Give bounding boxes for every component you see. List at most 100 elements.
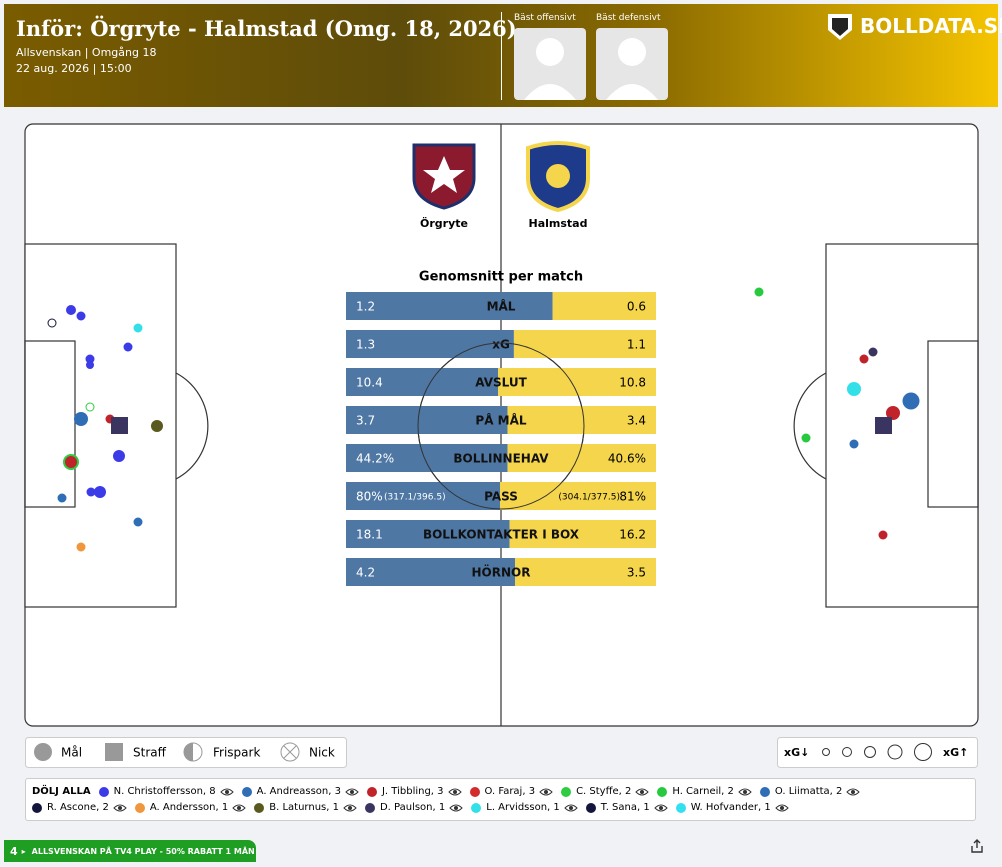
share-icon[interactable] — [969, 838, 985, 854]
stat-label: BOLLKONTAKTER I BOX — [423, 528, 580, 542]
xg-high: xG↑ — [943, 746, 968, 759]
player-color — [134, 802, 145, 813]
player-color — [241, 786, 252, 797]
brand[interactable]: BOLLDATA.SE — [860, 14, 1002, 38]
hide-all[interactable]: DÖLJ ALLA — [32, 786, 91, 797]
eye-icon — [219, 788, 234, 795]
player-name: O. Faraj, 3 — [484, 786, 536, 797]
eye-icon — [447, 788, 462, 795]
player-name: A. Andreasson, 3 — [256, 786, 341, 797]
home-bar — [346, 292, 553, 320]
player-toggle[interactable]: O. Liimatta, 2 — [759, 786, 861, 797]
legend-goal: Mål — [61, 746, 82, 760]
pitch: Örgryte Halmstad Genomsnitt per match 1.… — [0, 110, 1002, 770]
eye-icon — [449, 804, 463, 811]
home-value: 1.2 — [356, 300, 375, 314]
player-toggle[interactable]: O. Faraj, 3 — [469, 786, 554, 797]
stat-label: MÅL — [487, 299, 516, 314]
player-color — [657, 786, 668, 797]
eye-icon — [846, 788, 861, 795]
home-bar — [346, 444, 508, 472]
player-name: R. Ascone, 2 — [47, 802, 109, 813]
stat-label: AVSLUT — [475, 376, 527, 390]
player-color — [471, 802, 482, 813]
legend-header: Nick — [309, 746, 335, 760]
player-name: O. Liimatta, 2 — [774, 786, 843, 797]
eye-icon — [539, 788, 553, 795]
player-toggle[interactable]: W. Hofvander, 1 — [675, 802, 789, 813]
legend-penalty: Straff — [133, 746, 167, 760]
player-name: W. Hofvander, 1 — [690, 802, 771, 813]
eye-icon — [343, 804, 357, 811]
player-toggle[interactable]: C. Styffe, 2 — [561, 786, 650, 797]
player-name: B. Laturnus, 1 — [269, 802, 339, 813]
player-toggle[interactable]: D. Paulson, 1 — [364, 802, 463, 813]
eye-icon — [564, 804, 578, 811]
eye-icon — [738, 788, 752, 795]
away-value: 0.6 — [627, 300, 646, 314]
home-value: 4.2 — [356, 566, 375, 580]
player-color — [675, 802, 686, 813]
player-toggle[interactable]: N. Christoffersson, 8 — [98, 786, 234, 797]
player-color — [561, 786, 572, 797]
home-bar — [346, 406, 508, 434]
title: Inför: Örgryte - Halmstad (Omg. 18, 2026… — [16, 16, 517, 41]
datetime: 22 aug. 2026 | 15:00 — [16, 62, 132, 75]
away-bar — [498, 368, 656, 396]
home-bar — [346, 558, 516, 586]
away-bar — [515, 558, 656, 586]
player-name: T. Sana, 1 — [600, 802, 650, 813]
banner-badge: 4 — [10, 844, 18, 858]
away-value: 3.4 — [627, 414, 646, 428]
player-name: D. Paulson, 1 — [379, 802, 446, 813]
subtitle: Allsvenskan | Omgång 18 — [16, 46, 157, 59]
legend-freekick: Frispark — [213, 746, 260, 760]
eye-icon — [635, 788, 650, 795]
player-toggle[interactable]: A. Andreasson, 3 — [241, 786, 359, 797]
eye-icon — [345, 788, 359, 795]
away-bar — [507, 444, 656, 472]
away-value: 10.8 — [619, 376, 646, 390]
home-bar — [346, 482, 501, 510]
player-color — [585, 802, 596, 813]
best-defensive-label: Bäst defensivt — [596, 13, 661, 23]
stats-title: Genomsnitt per match — [419, 270, 583, 285]
away-bar — [509, 520, 656, 548]
player-name: L. Arvidsson, 1 — [486, 802, 560, 813]
player-cards[interactable] — [514, 28, 674, 102]
home-value: 80% — [356, 490, 383, 504]
home-value: 10.4 — [356, 376, 383, 390]
away-value: 16.2 — [619, 528, 646, 542]
eye-icon — [654, 804, 668, 811]
home-value: 3.7 — [356, 414, 375, 428]
away-value: 81% — [619, 490, 646, 504]
player-toggle[interactable]: J. Tibbling, 3 — [366, 786, 462, 797]
player-toggle[interactable]: R. Ascone, 2 — [32, 802, 127, 813]
banner-text: ALLSVENSKAN PÅ TV4 PLAY - 50% RABATT 1 M… — [31, 846, 255, 856]
player-color — [759, 786, 770, 797]
shots — [47, 287, 920, 552]
player-name: H. Carneil, 2 — [672, 786, 734, 797]
eye-icon — [232, 804, 246, 811]
away-detail: (304.1/377.5) — [558, 493, 620, 503]
promo-banner[interactable]: 4 ▸ ALLSVENSKAN PÅ TV4 PLAY - 50% RABATT … — [4, 840, 256, 862]
player-toggle[interactable]: H. Carneil, 2 — [657, 786, 752, 797]
player-name: A. Andersson, 1 — [149, 802, 229, 813]
home-bar — [346, 520, 510, 548]
player-color — [364, 802, 375, 813]
home-value: 18.1 — [356, 528, 383, 542]
player-toggle[interactable]: L. Arvidsson, 1 — [471, 802, 578, 813]
stat-label: BOLLINNEHAV — [453, 452, 549, 466]
brand-logo — [828, 14, 852, 40]
xg-legend: xG↓ xG↑ — [777, 737, 978, 768]
home-crest — [412, 143, 476, 210]
player-toggle[interactable]: B. Laturnus, 1 — [254, 802, 357, 813]
home-detail: (317.1/396.5) — [384, 493, 446, 503]
player-color — [254, 802, 265, 813]
best-offensive-label: Bäst offensivt — [514, 13, 576, 23]
player-toggle[interactable]: A. Andersson, 1 — [134, 802, 246, 813]
player-color — [366, 786, 377, 797]
away-bar — [507, 406, 656, 434]
player-toggle[interactable]: T. Sana, 1 — [585, 802, 668, 813]
